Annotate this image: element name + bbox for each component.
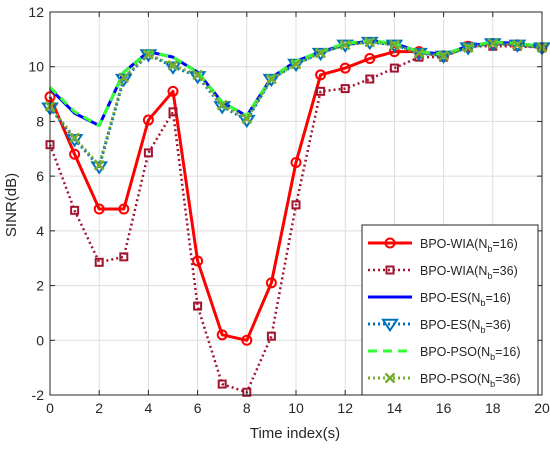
x-axis-label: Time index(s) (250, 425, 340, 442)
data-point (315, 47, 326, 59)
data-point (69, 132, 80, 144)
data-point (290, 156, 302, 168)
legend-item: BPO-ES(Nb=36) (368, 318, 511, 335)
data-point (266, 73, 277, 85)
data-point (389, 63, 399, 73)
series-line-1 (48, 44, 543, 394)
data-point (364, 36, 376, 48)
y-tick-label: 10 (28, 59, 44, 75)
x-tick-label: 20 (534, 400, 550, 416)
data-point (262, 73, 281, 88)
data-point (143, 148, 153, 158)
data-point (242, 387, 252, 397)
y-tick-label: -2 (32, 387, 45, 403)
x-tick-label: 2 (95, 400, 103, 416)
legend-item: BPO-ES(Nb=16) (368, 291, 511, 308)
y-tick-label: 8 (36, 113, 44, 129)
data-point (265, 277, 277, 289)
data-point (142, 114, 154, 126)
legend-label: BPO-WIA(Nb=36) (420, 264, 518, 281)
data-point (93, 203, 105, 215)
data-point (216, 329, 228, 341)
legend-label: BPO-PSO(Nb=36) (420, 372, 521, 389)
x-tick-label: 10 (288, 400, 304, 416)
data-point (290, 58, 302, 70)
data-point (241, 334, 253, 346)
data-point (167, 85, 179, 97)
legend: BPO-WIA(Nb=16) BPO-WIA(Nb=36) BPO-ES(Nb=16… (361, 224, 539, 396)
data-point (192, 69, 203, 81)
legend-marker (384, 372, 396, 384)
data-point (512, 39, 523, 51)
x-tick-label: 18 (485, 400, 501, 416)
data-point (118, 72, 130, 84)
data-point (216, 99, 228, 111)
y-tick-label: 2 (36, 278, 44, 294)
data-point (388, 46, 400, 58)
data-point (168, 107, 178, 117)
data-point (365, 74, 375, 84)
legend-label: BPO-PSO(Nb=16) (420, 345, 521, 362)
series-4 (48, 39, 543, 128)
data-point (143, 49, 154, 60)
data-point (193, 301, 203, 311)
data-point (483, 38, 502, 52)
data-point (241, 113, 253, 125)
y-tick-label: 4 (36, 223, 44, 239)
data-point (389, 39, 400, 51)
data-point (118, 203, 130, 215)
legend-box (361, 224, 539, 396)
x-tick-label: 14 (387, 400, 403, 416)
legend-item: BPO-WIA(Nb=36) (368, 264, 518, 281)
y-axis-label: SINR(dB) (3, 173, 20, 237)
data-point (315, 69, 327, 81)
data-point (339, 39, 351, 51)
data-point (410, 47, 428, 62)
data-point (192, 255, 204, 267)
data-point (438, 50, 449, 62)
x-tick-label: 4 (145, 400, 153, 416)
data-point (434, 50, 453, 64)
y-tick-label: 6 (36, 168, 44, 184)
legend-label: BPO-ES(Nb=36) (420, 318, 511, 335)
data-point (339, 62, 351, 74)
series-line-4 (48, 39, 543, 128)
data-point (167, 59, 179, 71)
legend-marker (385, 265, 395, 275)
legend-label: BPO-WIA(Nb=16) (420, 237, 518, 254)
legend-marker (381, 318, 399, 333)
legend-item: BPO-PSO(Nb=36) (368, 372, 521, 389)
y-tick-label: 12 (28, 4, 44, 20)
y-tick-label: 0 (36, 332, 44, 348)
data-point (93, 159, 105, 171)
x-tick-label: 16 (436, 400, 452, 416)
data-point (340, 84, 350, 94)
data-point (459, 42, 478, 56)
data-point (217, 379, 227, 389)
data-point (291, 200, 301, 210)
legend-item: BPO-WIA(Nb=16) (368, 237, 518, 254)
legend-item: BPO-PSO(Nb=16) (368, 345, 521, 362)
data-point (413, 47, 425, 59)
data-point (119, 252, 129, 262)
data-point (94, 257, 104, 267)
data-point (316, 86, 326, 96)
x-tick-label: 8 (243, 400, 251, 416)
series-layer (41, 36, 550, 397)
x-tick-label: 6 (194, 400, 202, 416)
data-point (364, 53, 376, 65)
data-point (266, 331, 276, 341)
data-point (508, 39, 527, 53)
legend-marker (384, 237, 396, 249)
data-point (69, 148, 81, 160)
x-tick-label: 12 (337, 400, 353, 416)
data-point (487, 38, 499, 49)
data-point (70, 205, 80, 215)
data-point (462, 42, 474, 53)
x-tick-label: 0 (46, 400, 54, 416)
legend-label: BPO-ES(Nb=16) (420, 291, 511, 308)
